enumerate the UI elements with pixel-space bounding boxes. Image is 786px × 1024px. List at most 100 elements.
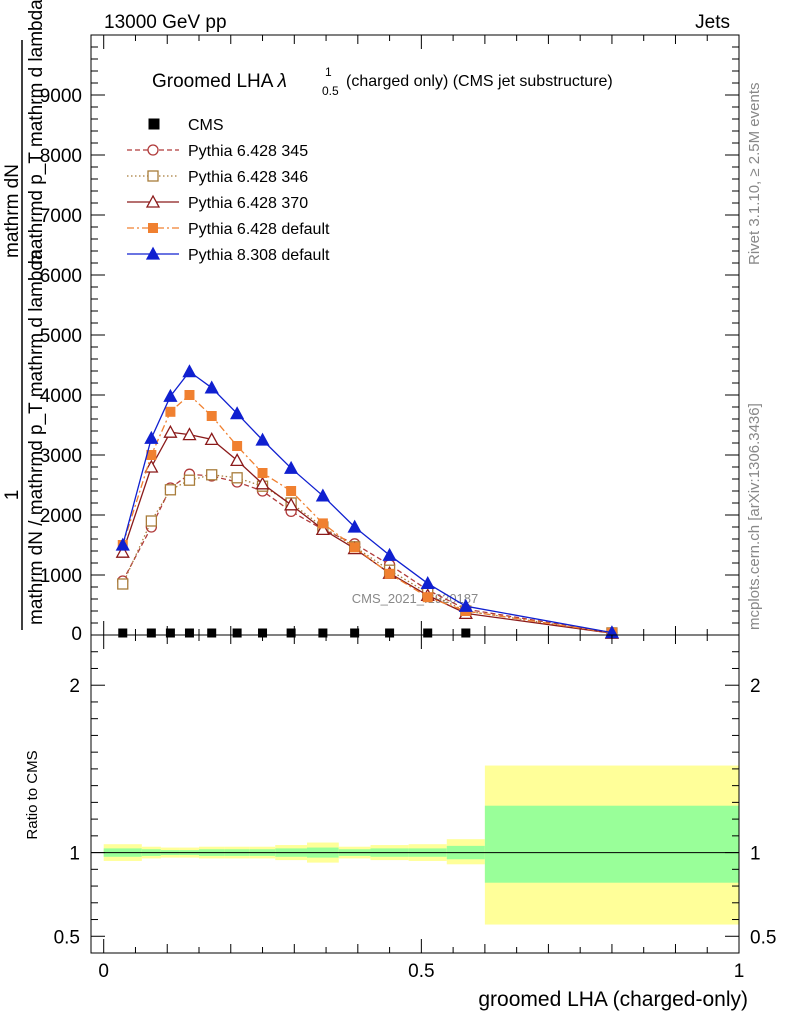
legend-entry: CMS — [148, 117, 224, 134]
series-layer — [115, 364, 620, 639]
legend-label: Pythia 6.428 346 — [188, 169, 308, 186]
legend-marker — [147, 170, 159, 182]
series-point — [163, 388, 178, 402]
series-point — [315, 522, 330, 536]
main-y-label: 1 mathrm dN / mathrmd p_T mathrm d lambd… — [2, 0, 47, 630]
main-y-tick-label: 8000 — [40, 146, 82, 167]
series-point — [286, 486, 297, 496]
legend-entry: Pythia 6.428 370 — [127, 194, 308, 212]
energy-label: 13000 GeV pp — [104, 12, 227, 33]
series-point — [255, 476, 270, 490]
main-y-tick-label: 4000 — [40, 386, 82, 407]
y-label-main: mathrm dN / mathrmd p_T mathrm d lambda — [26, 249, 47, 625]
x-tick-label: 0 — [98, 961, 109, 982]
data-point — [258, 628, 268, 638]
series-3 — [115, 424, 620, 639]
series-point — [257, 468, 268, 478]
legend-entry: Pythia 6.428 346 — [127, 169, 308, 186]
ratio-stat-band — [484, 805, 739, 883]
ratio-y-tick-label-right: 2 — [750, 676, 761, 697]
plot-title-sub: 0.5 — [322, 84, 339, 98]
data-point — [207, 628, 217, 638]
series-point — [422, 592, 433, 603]
data-point — [350, 628, 360, 638]
legend-marker — [147, 144, 159, 156]
series-point — [384, 568, 395, 579]
series-point — [284, 460, 299, 474]
series-point — [146, 450, 157, 460]
x-axis-label: groomed LHA (charged-only) — [478, 988, 748, 1011]
data-point — [423, 628, 433, 638]
legend-label: Pythia 6.428 default — [188, 221, 330, 238]
ratio-y-tick-label-right: 1 — [750, 844, 761, 865]
data-point — [385, 628, 395, 638]
series-point — [184, 390, 195, 400]
series-point — [420, 576, 435, 590]
y-label-numerator: mathrm dN — [2, 164, 23, 258]
series-point — [163, 424, 178, 438]
legend-marker — [145, 246, 161, 260]
ratio-frame — [90, 634, 740, 954]
series-1 — [117, 468, 618, 639]
ratio-y-tick-label: 1 — [69, 844, 80, 865]
process-label: Jets — [695, 12, 730, 33]
ratio-y-tick-labels: 0.5 0.5 1 1 2 2 — [54, 676, 777, 948]
series-point — [255, 432, 270, 446]
series-point — [115, 537, 130, 551]
legend-marker — [145, 194, 161, 208]
series-point — [230, 453, 245, 467]
main-y-tick-label: 9000 — [40, 86, 82, 107]
main-y-tick-label: 7000 — [40, 206, 82, 227]
series-point — [382, 547, 397, 561]
series-point — [204, 380, 219, 394]
ratio-y-tick-label: 2 — [69, 676, 80, 697]
series-point — [115, 544, 130, 558]
series-point — [206, 469, 218, 481]
series-line — [122, 370, 613, 634]
series-line — [122, 474, 613, 634]
series-2 — [117, 469, 618, 639]
data-point — [165, 628, 175, 638]
ratio-y-label: Ratio to CMS — [24, 750, 41, 839]
series-point — [315, 488, 330, 502]
series-point — [206, 411, 217, 421]
series-point — [284, 497, 299, 511]
legend-entry: Pythia 6.428 default — [127, 221, 330, 238]
legend-label: Pythia 8.308 default — [188, 247, 330, 264]
data-point — [461, 628, 471, 638]
main-y-tick-label: 3000 — [40, 446, 82, 467]
main-y-tick-label: 5000 — [40, 326, 82, 347]
legend-label: CMS — [188, 117, 224, 134]
x-tick-label: 0.5 — [408, 961, 434, 982]
data-point — [118, 628, 128, 638]
series-point — [232, 441, 243, 451]
y-label-one: 1 — [2, 490, 23, 501]
ratio-bands — [103, 765, 739, 925]
data-point — [318, 628, 328, 638]
ratio-axis-ticks — [91, 635, 740, 953]
series-5 — [115, 364, 620, 639]
main-y-tick-label: 6000 — [40, 266, 82, 287]
data-point — [232, 628, 242, 638]
legend-marker — [148, 223, 158, 233]
mcplots-label: mcplots.cern.ch [arXiv:1306.3436] — [746, 403, 763, 630]
series-point — [183, 474, 196, 486]
series-point — [231, 472, 243, 484]
plot-title-lambda: λ — [277, 71, 287, 92]
series-point — [182, 364, 197, 378]
ratio-x-tick-labels: 0 0.5 1 — [98, 961, 744, 982]
y-label-denominator: mathrmd p_T mathrm d lambda — [26, 0, 47, 265]
main-y-tick-label: 1000 — [40, 566, 82, 587]
series-point — [117, 578, 129, 590]
plot-title-sup: 1 — [325, 65, 332, 79]
ratio-panel: 0.5 0.51 12 2 0 0.5 1 Ratio to CMS groomed LH… — [24, 634, 777, 1011]
main-panel: 1000 2000 3000 4000 5000 6000 7000 8000 9000 0 CM… — [2, 0, 740, 645]
rivet-label: Rivet 3.1.10, ≥ 2.5M events — [746, 83, 763, 266]
series-point — [347, 519, 362, 533]
series-point — [230, 406, 245, 420]
series-0 — [118, 628, 471, 638]
series-point — [182, 427, 197, 441]
plot-title: Groomed LHA λ — [152, 71, 287, 92]
data-point — [146, 628, 156, 638]
